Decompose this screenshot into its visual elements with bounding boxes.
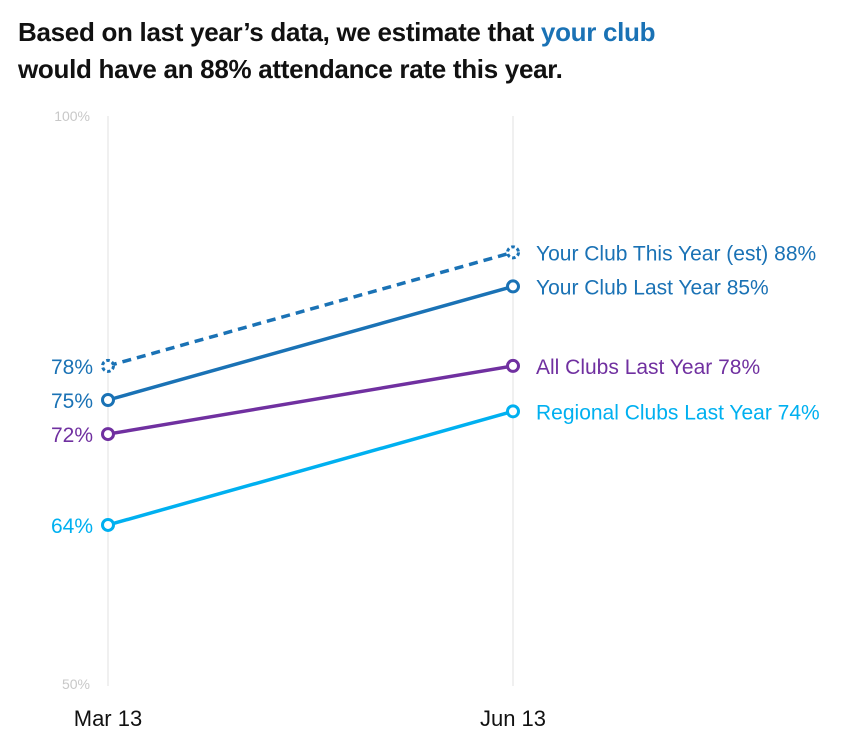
x-tick-label: Jun 13 (480, 706, 546, 731)
chart-title: Based on last year’s data, we estimate t… (18, 14, 858, 88)
data-point (101, 358, 115, 373)
y-tick-label: 100% (54, 108, 90, 124)
data-point (101, 427, 115, 442)
series-line (107, 364, 514, 436)
series-2: 72% All Clubs Last Year 78% (51, 356, 760, 447)
x-axis-ticks: Mar 13 Jun 13 (74, 706, 546, 731)
series-group: 78% Your Club This Year (est) 88% 75% Your … (51, 242, 820, 538)
start-value-label: 72% (51, 424, 93, 447)
start-value-label: 64% (51, 515, 93, 538)
data-point (101, 393, 115, 407)
data-point (506, 279, 520, 294)
series-line (107, 250, 514, 368)
end-series-label: Your Club This Year (est) 88% (536, 242, 816, 265)
series-3: 64% Regional Clubs Last Year 74% (51, 401, 820, 538)
data-point (506, 404, 520, 419)
data-point (506, 358, 520, 373)
series-line (107, 284, 514, 402)
data-point (101, 517, 115, 532)
series-line (107, 409, 514, 527)
y-tick-label: 50% (62, 676, 90, 692)
data-point (506, 245, 520, 260)
x-tick-label: Mar 13 (74, 706, 142, 731)
start-value-label: 75% (51, 390, 93, 413)
y-axis-ticks: 100% 50% (54, 108, 90, 692)
title-line-1-text: Based on last year’s data, we estimate t… (18, 17, 541, 47)
title-line-2: would have an 88% attendance rate this y… (18, 54, 563, 84)
end-series-label: Regional Clubs Last Year 74% (536, 401, 820, 424)
end-series-label: All Clubs Last Year 78% (536, 356, 760, 379)
series-0: 78% Your Club This Year (est) 88% (51, 242, 816, 379)
title-highlight: your club (540, 17, 656, 47)
title-line-1: Based on last year’s data, we estimate t… (18, 14, 858, 51)
series-1: 75% Your Club Last Year 85% (51, 276, 769, 413)
start-value-label: 78% (51, 356, 93, 379)
end-series-label: Your Club Last Year 85% (536, 276, 769, 299)
